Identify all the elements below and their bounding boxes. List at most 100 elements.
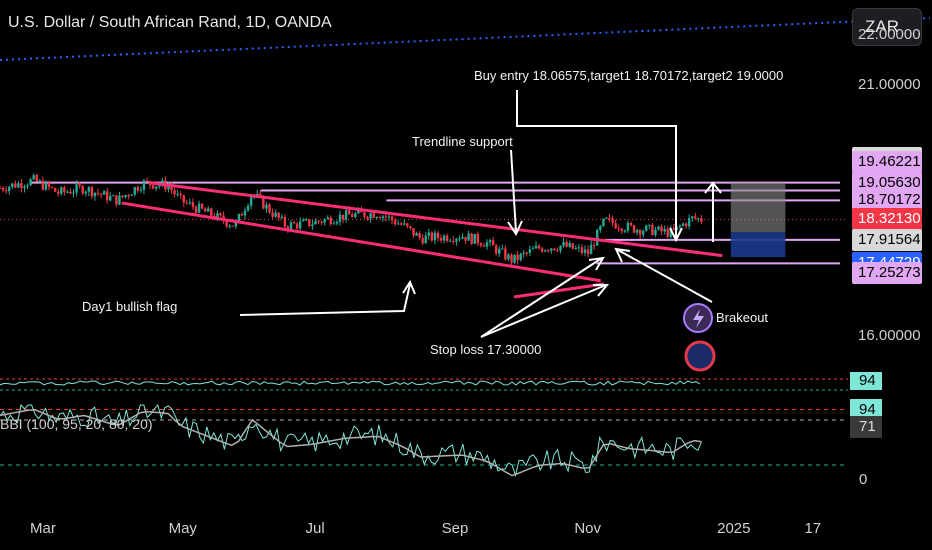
candle-body (372, 213, 375, 218)
candle-body (341, 214, 345, 220)
candle-body (338, 214, 342, 222)
candle-body (109, 195, 112, 201)
candle-body (697, 218, 700, 220)
candle-body (210, 208, 213, 216)
candle-body (262, 196, 265, 209)
candle-body (378, 217, 381, 219)
bull-flag-arrow (239, 283, 411, 316)
lightning-bolt-icon (693, 309, 704, 328)
candle-body (357, 209, 360, 214)
candle-body (124, 195, 127, 198)
candle-body (623, 230, 627, 232)
candle-body (139, 189, 143, 191)
candle-body (543, 250, 547, 252)
candle-body (121, 195, 124, 198)
candle-body (586, 249, 590, 255)
candle-body (191, 202, 195, 207)
stop-loss-arrow-1 (480, 284, 607, 338)
candle-body (4, 190, 8, 192)
breakout-arrow (617, 249, 713, 303)
candle-body (148, 180, 152, 186)
candle-body (485, 242, 489, 247)
candle-body (182, 195, 185, 203)
candle-body (17, 183, 20, 188)
candle-body (427, 232, 431, 236)
candle-body (445, 235, 449, 241)
candle-body (151, 185, 155, 189)
annotation-buy-entry: Buy entry 18.06575,target1 18.70172,targ… (474, 68, 784, 83)
candle-body (635, 229, 639, 233)
candle-body (44, 182, 48, 190)
candle-body (167, 186, 170, 190)
candle-body (87, 187, 91, 192)
candle-body (158, 185, 161, 187)
buy-entry-arrow (516, 90, 677, 238)
candle-body (657, 226, 660, 230)
candle-body (651, 224, 654, 236)
candle-body (99, 193, 103, 195)
candle-body (265, 204, 268, 209)
candle-body (216, 213, 219, 220)
candle-body (289, 222, 293, 230)
candle-body (519, 253, 522, 261)
candle-body (415, 233, 418, 236)
candle-body (78, 184, 81, 187)
candle-body (228, 225, 231, 227)
candle-body (528, 249, 532, 253)
candle-body (491, 240, 495, 246)
candle-body (256, 193, 259, 196)
chart-title: U.S. Dollar / South African Rand, 1D, OA… (8, 14, 332, 31)
candle-body (691, 216, 694, 219)
y-tick-label: 16.00000 (858, 326, 921, 344)
candle-body (565, 242, 568, 247)
currency-badge[interactable]: ZAR (852, 8, 922, 46)
candle-body (501, 248, 504, 250)
candle-body (234, 221, 238, 227)
candle-body (72, 192, 75, 194)
candle-body (436, 232, 440, 238)
candle-body (531, 248, 535, 250)
candle-body (458, 238, 461, 240)
price-label: 18.70172 (852, 189, 922, 212)
annotation-breakout: Brakeout (716, 310, 769, 325)
candle-body (507, 254, 510, 260)
candle-body (583, 249, 587, 253)
bbi-signal-line (0, 409, 702, 477)
candle-body (660, 226, 663, 232)
candle-body (504, 248, 507, 260)
candle-body (553, 248, 556, 251)
price-label: 18.32130 (852, 208, 922, 231)
candle-body (700, 218, 703, 222)
candle-body (534, 245, 538, 249)
candle-body (384, 216, 388, 218)
candle-body (90, 187, 94, 197)
candle-body (351, 214, 354, 218)
candle-body (35, 175, 38, 182)
candle-body (176, 193, 179, 195)
candle-body (155, 186, 158, 189)
candle-body (632, 225, 636, 233)
y-tick-label: 21.00000 (858, 76, 921, 94)
candle-body (684, 223, 688, 227)
candle-body (41, 180, 45, 190)
bull-flag-arrow-head (402, 279, 416, 295)
candle-body (344, 209, 348, 220)
candle-body (574, 248, 578, 250)
candle-body (452, 240, 455, 242)
candle-body (390, 216, 394, 221)
candle-body (0, 187, 2, 189)
candle-body (516, 254, 519, 261)
candle-body (589, 244, 593, 255)
candle-body (537, 245, 541, 249)
candle-body (461, 236, 464, 239)
candle-body (669, 228, 672, 237)
candle-body (207, 208, 210, 212)
candle-body (617, 228, 620, 230)
candle-body (53, 187, 57, 192)
candle-body (470, 233, 473, 244)
candle-body (106, 191, 109, 201)
candle-body (1, 188, 5, 191)
candle-body (430, 232, 434, 241)
candle-body (23, 186, 26, 189)
